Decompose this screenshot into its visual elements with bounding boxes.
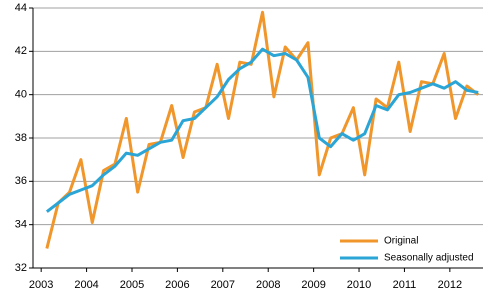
legend-bg	[336, 233, 484, 249]
legend-label: Seasonally adjusted	[384, 253, 474, 264]
x-tick-label: 2006	[165, 279, 189, 291]
legend-bg	[336, 250, 484, 266]
x-tick-label: 2009	[301, 279, 325, 291]
x-tick-label: 2011	[393, 279, 417, 291]
x-tick-label: 2010	[347, 279, 371, 291]
y-tick-label: 44	[15, 2, 27, 14]
legend-label: Original	[384, 236, 418, 247]
data-line	[45, 10, 480, 249]
data-line	[45, 47, 479, 213]
y-tick-label: 42	[15, 45, 27, 57]
x-tick-label: 2005	[120, 279, 144, 291]
x-tick-label: 2007	[211, 279, 235, 291]
y-tick-label: 38	[15, 132, 27, 144]
y-tick-label: 36	[15, 175, 27, 187]
y-tick-label: 34	[15, 219, 27, 231]
x-tick-label: 2008	[256, 279, 280, 291]
y-tick-label: 32	[15, 262, 27, 274]
x-tick-label: 2004	[74, 279, 98, 291]
y-tick-label: 40	[15, 89, 27, 101]
x-tick-label: 2003	[29, 279, 53, 291]
x-tick-label: 2012	[438, 279, 462, 291]
